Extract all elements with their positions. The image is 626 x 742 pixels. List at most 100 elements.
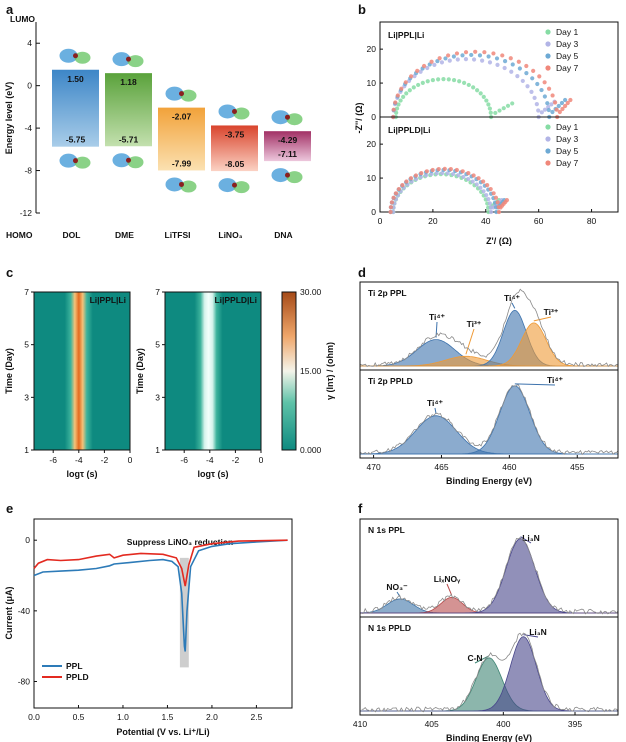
d-peak-fill: [360, 322, 618, 367]
c-x-axis-label: logτ (s): [66, 469, 97, 479]
d-x-tick-label: 465: [434, 462, 448, 472]
b-data-point: [536, 108, 541, 113]
b-data-point: [557, 109, 562, 115]
a-atom: [73, 158, 78, 164]
a-y-tick-label: 4: [27, 38, 32, 48]
a-orbital-blob: [59, 153, 78, 168]
b-data-point: [442, 166, 447, 171]
b-data-point: [525, 84, 530, 89]
e-highlight-band: [179, 557, 189, 668]
b-data-point: [421, 63, 427, 69]
b-data-point: [457, 79, 462, 84]
b-data-point: [510, 101, 515, 106]
b-data-point: [524, 63, 529, 69]
b-data-point: [481, 94, 486, 99]
b-data-point: [398, 98, 403, 103]
b-data-point: [515, 73, 520, 79]
b-y-tick-label: 10: [367, 173, 377, 183]
b-data-point: [395, 93, 400, 98]
b-data-point: [393, 191, 399, 196]
b-data-point: [491, 191, 496, 196]
d-peak-label: Ti⁴⁺: [547, 375, 564, 385]
b-data-point: [563, 97, 568, 103]
b-subplot-label: Li|PPLD|Li: [388, 125, 431, 135]
b-legend-marker: [545, 65, 551, 71]
b-data-point: [448, 167, 453, 172]
b-data-point: [493, 110, 498, 116]
b-y-tick-label: 20: [367, 139, 377, 149]
c-heatmap-label: Li|PPLD|Li: [214, 295, 257, 305]
panel-letter-b: b: [358, 2, 366, 17]
b-data-point: [477, 53, 483, 58]
e-legend-label: PPL: [66, 661, 83, 671]
b-data-point: [494, 56, 500, 61]
b-data-point: [440, 170, 445, 176]
a-homo-value: -5.71: [119, 134, 139, 144]
b-data-point: [481, 179, 486, 184]
a-orbital-blob: [218, 178, 237, 193]
b-data-point: [484, 193, 489, 198]
b-data-point: [530, 76, 535, 81]
c-colorbar-tick-label: 15.00: [300, 366, 322, 376]
b-data-point: [504, 198, 510, 203]
b-data-point: [568, 97, 573, 103]
c-y-axis-label: Time (Day): [135, 348, 145, 394]
d-peak-label: Ti⁴⁺: [429, 312, 446, 322]
b-data-point: [537, 74, 542, 79]
b-data-point: [396, 102, 401, 107]
b-data-point: [509, 69, 514, 74]
b-data-point: [466, 82, 471, 88]
a-category-label: DME: [115, 230, 134, 240]
c-heatmap-frame: [33, 291, 131, 451]
b-data-point: [542, 107, 548, 112]
a-orbital-blob: [112, 52, 131, 67]
f-peak-fill: [360, 538, 618, 614]
b-data-point: [471, 85, 476, 90]
b-data-point: [550, 109, 555, 115]
b-data-point: [443, 56, 448, 61]
b-data-point: [393, 100, 398, 105]
b-data-point: [436, 167, 441, 172]
b-data-point: [487, 60, 493, 65]
c-y-tick-label: 5: [24, 340, 29, 350]
b-data-point: [486, 54, 491, 59]
a-orbital-blob: [286, 113, 303, 126]
b-data-point: [491, 51, 496, 56]
a-atom: [73, 53, 78, 59]
b-data-point: [529, 89, 534, 95]
d-peak-arrow: [533, 316, 552, 322]
b-data-point: [469, 52, 474, 58]
b-data-point: [388, 209, 393, 215]
b-data-point: [496, 209, 502, 215]
c-x-tick-label: -4: [206, 455, 214, 465]
a-bar-1: [105, 73, 152, 147]
b-data-point: [535, 81, 540, 87]
c-y-tick-label: 3: [24, 392, 29, 402]
b-y-tick-label: 10: [367, 78, 377, 88]
a-atom: [232, 182, 237, 188]
b-legend-label: Day 3: [556, 134, 578, 144]
b-data-point: [436, 77, 441, 82]
b-data-point: [502, 58, 508, 64]
d-spectrum-label: Ti 2p PPL: [368, 288, 407, 298]
b-data-point: [389, 200, 395, 205]
f-peak-label: NO₃⁻: [386, 582, 408, 592]
a-category-label: DNA: [274, 230, 292, 240]
a-orbital-blob: [165, 177, 184, 192]
b-data-point: [508, 56, 513, 61]
b-data-point: [487, 106, 492, 111]
f-peak-label: C-N: [467, 653, 482, 663]
b-data-point: [404, 179, 409, 184]
f-peak-fill: [360, 657, 618, 712]
c-y-tick-label: 7: [155, 287, 160, 297]
panel-d-ti2p-xps: Ti 2p PPL Ti⁴⁺ Ti³⁺ Ti⁴⁺ Ti³⁺ Ti 2p PPLD Ti⁴⁺ T…: [359, 281, 619, 486]
b-legend-marker: [545, 136, 551, 142]
b-data-point: [462, 80, 467, 85]
b-data-point: [524, 71, 529, 76]
b-data-point: [546, 107, 551, 113]
b-data-point: [471, 173, 476, 178]
b-data-point: [532, 95, 537, 100]
b-data-point: [429, 171, 434, 177]
a-atom: [232, 108, 237, 114]
b-data-point: [413, 173, 419, 178]
